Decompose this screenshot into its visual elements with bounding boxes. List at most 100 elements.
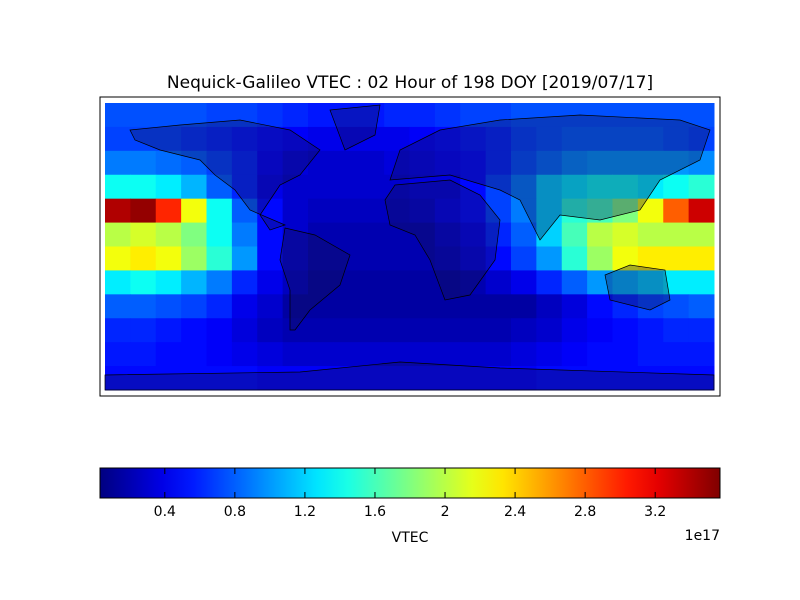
cell [155, 103, 182, 128]
land [279, 227, 351, 331]
cell [511, 294, 537, 319]
heatmap [105, 103, 715, 391]
cell [257, 366, 284, 391]
cell [231, 294, 258, 319]
cell [485, 198, 512, 224]
cell [181, 174, 207, 200]
cell [663, 126, 690, 152]
cell [130, 103, 157, 128]
cell [231, 174, 258, 200]
cell [257, 126, 284, 152]
cell [105, 103, 131, 128]
cell [460, 366, 487, 391]
cell [663, 222, 690, 247]
cell [409, 318, 436, 343]
cell [536, 198, 563, 224]
cell [308, 246, 334, 271]
cell [637, 294, 664, 319]
cell [384, 103, 410, 128]
cell [511, 174, 537, 200]
cell [485, 150, 512, 176]
cell [257, 150, 284, 176]
cell [257, 222, 284, 247]
cell [282, 294, 309, 319]
cell [231, 246, 258, 271]
cell [282, 150, 309, 176]
cell [536, 150, 563, 176]
cell [434, 342, 461, 367]
cell [130, 150, 157, 176]
cell [612, 222, 639, 247]
cell [434, 103, 461, 128]
cell [105, 294, 131, 319]
cell [358, 198, 385, 224]
cell [637, 318, 664, 343]
cell [511, 342, 537, 367]
cell [511, 150, 537, 176]
cell [460, 126, 487, 152]
cell [308, 174, 334, 200]
cell [663, 294, 690, 319]
colorbar-tick-label: 2.8 [574, 504, 596, 520]
colorbar [99, 467, 721, 499]
cell [637, 342, 664, 367]
cell [333, 150, 360, 176]
cell [612, 103, 639, 128]
cell [612, 318, 639, 343]
cell [460, 342, 487, 367]
cell [130, 198, 157, 224]
cell [105, 270, 131, 295]
cell [206, 126, 233, 152]
cell [409, 198, 436, 224]
cell [434, 198, 461, 224]
cell [282, 103, 309, 128]
cell [434, 366, 461, 391]
cell [282, 174, 309, 200]
cell [561, 198, 588, 224]
cell [561, 318, 588, 343]
cell [282, 366, 309, 391]
cell [105, 222, 131, 247]
cell [105, 174, 131, 200]
cell [485, 270, 512, 295]
cell [206, 198, 233, 224]
cell [409, 246, 436, 271]
cell [587, 126, 613, 152]
cell [688, 294, 715, 319]
cell [637, 198, 664, 224]
cell [637, 150, 664, 176]
cell [460, 222, 487, 247]
cell [637, 174, 664, 200]
cell [485, 342, 512, 367]
cell [485, 366, 512, 391]
cell [511, 126, 537, 152]
cell [155, 246, 182, 271]
cell [231, 126, 258, 152]
cell [663, 198, 690, 224]
cell [130, 246, 157, 271]
cell [282, 246, 309, 271]
cell [231, 103, 258, 128]
cell [358, 174, 385, 200]
cell [384, 150, 410, 176]
cell [155, 174, 182, 200]
cell [105, 150, 131, 176]
cell [333, 318, 360, 343]
cell [384, 294, 410, 319]
cell [688, 103, 715, 128]
cell [130, 174, 157, 200]
cell [637, 270, 664, 295]
cell [434, 126, 461, 152]
cell [130, 222, 157, 247]
cell [231, 342, 258, 367]
cell [688, 342, 715, 367]
cell [409, 270, 436, 295]
cell [587, 270, 613, 295]
cell [181, 126, 207, 152]
cell [231, 150, 258, 176]
cell [511, 366, 537, 391]
cell [384, 318, 410, 343]
cell [688, 270, 715, 295]
cell [637, 103, 664, 128]
cell [282, 342, 309, 367]
